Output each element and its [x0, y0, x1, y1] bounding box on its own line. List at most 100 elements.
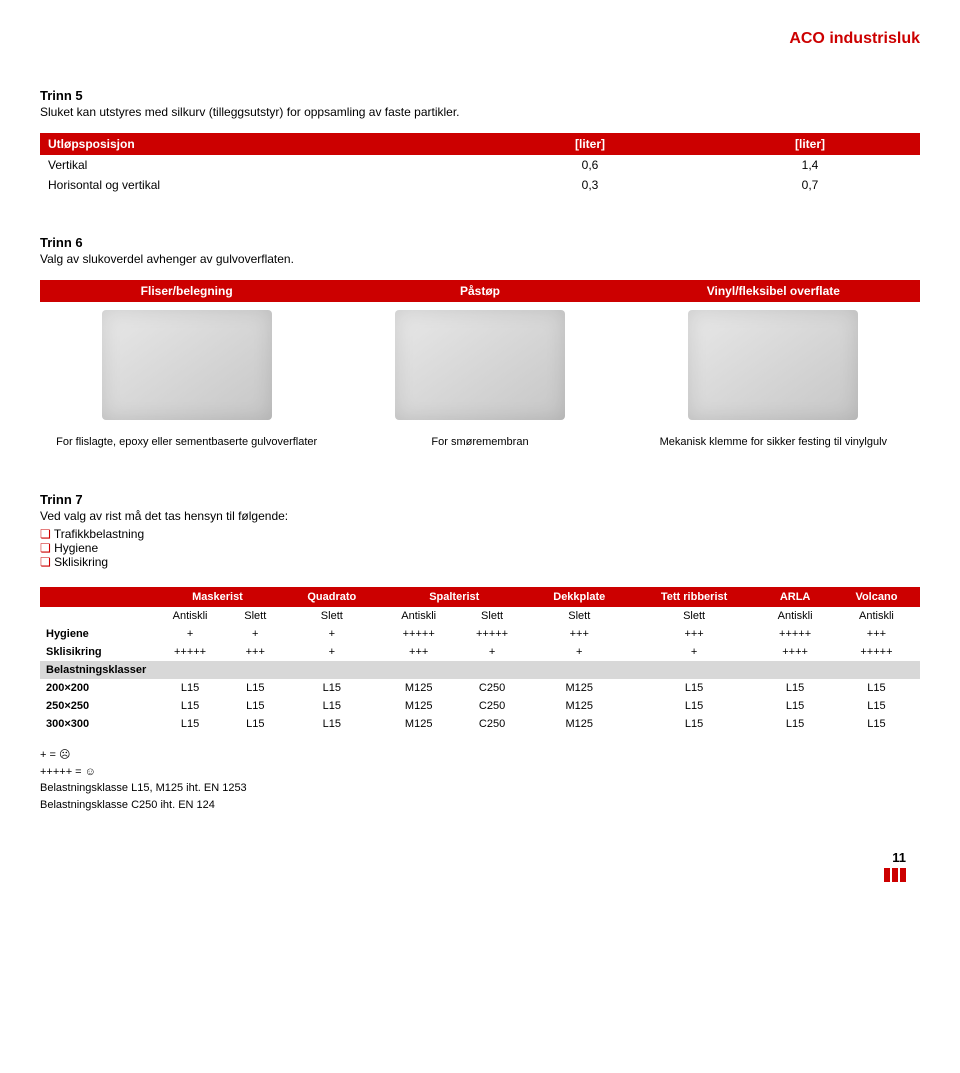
s6: Slett [631, 607, 757, 625]
step6-desc: Valg av slukoverdel avhenger av gulvover… [40, 252, 920, 266]
t1-r1c2: 0,7 [700, 175, 920, 195]
step6-table: Fliser/belegning Påstøp Vinyl/fleksibel … [40, 280, 920, 456]
table-cell: L15 [833, 697, 920, 715]
table-cell: C250 [456, 697, 527, 715]
step5-title: Trinn 5 [40, 88, 920, 103]
t1-h0: Utløpsposisjon [40, 133, 480, 155]
step7-table: Maskerist Quadrato Spalterist Dekkplate … [40, 587, 920, 733]
table-cell: L15 [833, 679, 920, 697]
brand-header: ACO industrisluk [40, 30, 920, 48]
g5: ARLA [757, 587, 833, 607]
table-cell [381, 661, 457, 679]
bullet-0: Trafikkbelastning [40, 527, 920, 541]
table-cell: + [528, 643, 631, 661]
table-cell: L15 [228, 715, 283, 733]
table-cell [283, 661, 381, 679]
row-label: Sklisikring [40, 643, 152, 661]
row-label: 300×300 [40, 715, 152, 733]
fn1: +++++ = ☺ [40, 764, 920, 781]
table-cell: L15 [757, 697, 833, 715]
table-cell [152, 661, 228, 679]
row-label: 200×200 [40, 679, 152, 697]
table-cell: C250 [456, 679, 527, 697]
g0: Maskerist [152, 587, 282, 607]
table-cell: +++++ [833, 643, 920, 661]
t2-c0: For flislagte, epoxy eller sementbaserte… [40, 302, 333, 456]
t2-cap2: Mekanisk klemme for sikker festing til v… [635, 436, 912, 448]
t1-h2: [liter] [700, 133, 920, 155]
table-cell: L15 [283, 679, 381, 697]
g6: Volcano [833, 587, 920, 607]
drain-img-screed [395, 310, 565, 420]
table-cell: + [228, 625, 283, 643]
step6-title: Trinn 6 [40, 235, 920, 250]
table-cell: L15 [228, 697, 283, 715]
s0: Antiskli [152, 607, 228, 625]
t1-r1c0: Horisontal og vertikal [40, 175, 480, 195]
corner-bars-icon [884, 868, 906, 882]
step7-bullets: Trafikkbelastning Hygiene Sklisikring [40, 527, 920, 569]
table-cell: L15 [631, 697, 757, 715]
table-cell [456, 661, 527, 679]
step7-title: Trinn 7 [40, 492, 920, 507]
table-cell: + [283, 625, 381, 643]
t1-r0c2: 1,4 [700, 155, 920, 175]
table-cell: L15 [283, 697, 381, 715]
t1-r0c1: 0,6 [480, 155, 700, 175]
table-cell: M125 [381, 679, 457, 697]
g1: Quadrato [283, 587, 381, 607]
t1-r0c0: Vertikal [40, 155, 480, 175]
fn0: + = ☹ [40, 747, 920, 764]
row-label: Belastningsklasser [40, 661, 152, 679]
g3: Dekkplate [528, 587, 631, 607]
table-cell [757, 661, 833, 679]
table-cell: + [283, 643, 381, 661]
t2-cap1: For smøremembran [341, 436, 618, 448]
table-cell: L15 [631, 715, 757, 733]
t2-h2: Vinyl/fleksibel overflate [627, 280, 920, 302]
page-number: 11 [892, 850, 906, 865]
table-cell: + [152, 625, 228, 643]
table-cell: L15 [152, 715, 228, 733]
table-cell [228, 661, 283, 679]
step7-desc: Ved valg av rist må det tas hensyn til f… [40, 509, 920, 523]
table-cell: M125 [381, 697, 457, 715]
s1: Slett [228, 607, 283, 625]
table-cell: +++ [528, 625, 631, 643]
t1-h1: [liter] [480, 133, 700, 155]
bullet-1: Hygiene [40, 541, 920, 555]
table-cell: +++ [228, 643, 283, 661]
table-cell: +++ [631, 625, 757, 643]
row-label: Hygiene [40, 625, 152, 643]
table-cell [833, 661, 920, 679]
fn3: Belastningsklasse C250 iht. EN 124 [40, 797, 920, 814]
drain-img-vinyl [688, 310, 858, 420]
t2-h0: Fliser/belegning [40, 280, 333, 302]
s2: Slett [283, 607, 381, 625]
footnotes: + = ☹ +++++ = ☺ Belastningsklasse L15, M… [40, 747, 920, 813]
s8: Antiskli [833, 607, 920, 625]
table-cell [631, 661, 757, 679]
t2-h1: Påstøp [333, 280, 626, 302]
table-cell: + [631, 643, 757, 661]
table-cell: +++++ [152, 643, 228, 661]
table-cell: +++++ [757, 625, 833, 643]
table-cell: L15 [152, 697, 228, 715]
table-cell: C250 [456, 715, 527, 733]
g4: Tett ribberist [631, 587, 757, 607]
table-cell: L15 [283, 715, 381, 733]
table-cell: +++ [381, 643, 457, 661]
t1-r1c1: 0,3 [480, 175, 700, 195]
step5-desc: Sluket kan utstyres med silkurv (tillegg… [40, 105, 920, 119]
s5: Slett [528, 607, 631, 625]
drain-img-tiles [102, 310, 272, 420]
t2-c1: For smøremembran [333, 302, 626, 456]
table-cell: M125 [528, 697, 631, 715]
table-cell: M125 [528, 715, 631, 733]
row-label: 250×250 [40, 697, 152, 715]
table-cell: L15 [833, 715, 920, 733]
table-cell [528, 661, 631, 679]
s4: Slett [456, 607, 527, 625]
table-cell: M125 [528, 679, 631, 697]
table-cell: L15 [631, 679, 757, 697]
